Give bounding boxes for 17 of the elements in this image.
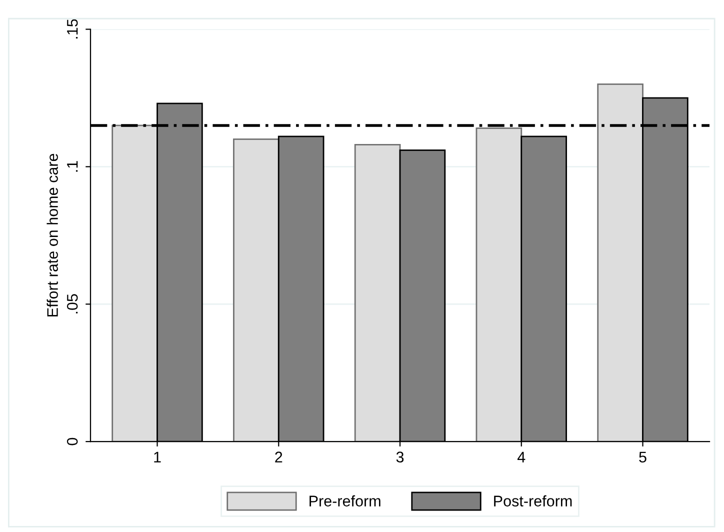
bar bbox=[476, 128, 522, 442]
x-tick-label: 1 bbox=[154, 452, 161, 462]
legend-label: Post-reform bbox=[494, 495, 572, 506]
x-tick-label: 5 bbox=[639, 452, 646, 463]
bar bbox=[233, 138, 280, 442]
y-tick-label: 0 bbox=[66, 438, 78, 446]
y-axis-title: Effort rate on home care bbox=[46, 154, 58, 316]
x-tick-label: 2 bbox=[275, 452, 282, 462]
x-tick-label: 3 bbox=[396, 452, 404, 463]
y-tick-label: .15 bbox=[67, 19, 78, 38]
bar bbox=[112, 124, 158, 442]
legend-label: Pre-reform bbox=[310, 495, 380, 506]
x-tick-label: 4 bbox=[517, 452, 526, 462]
y-tick-label: .05 bbox=[66, 294, 78, 314]
y-tick-label: .1 bbox=[67, 161, 78, 172]
bar bbox=[597, 84, 644, 442]
bar bbox=[354, 144, 401, 442]
